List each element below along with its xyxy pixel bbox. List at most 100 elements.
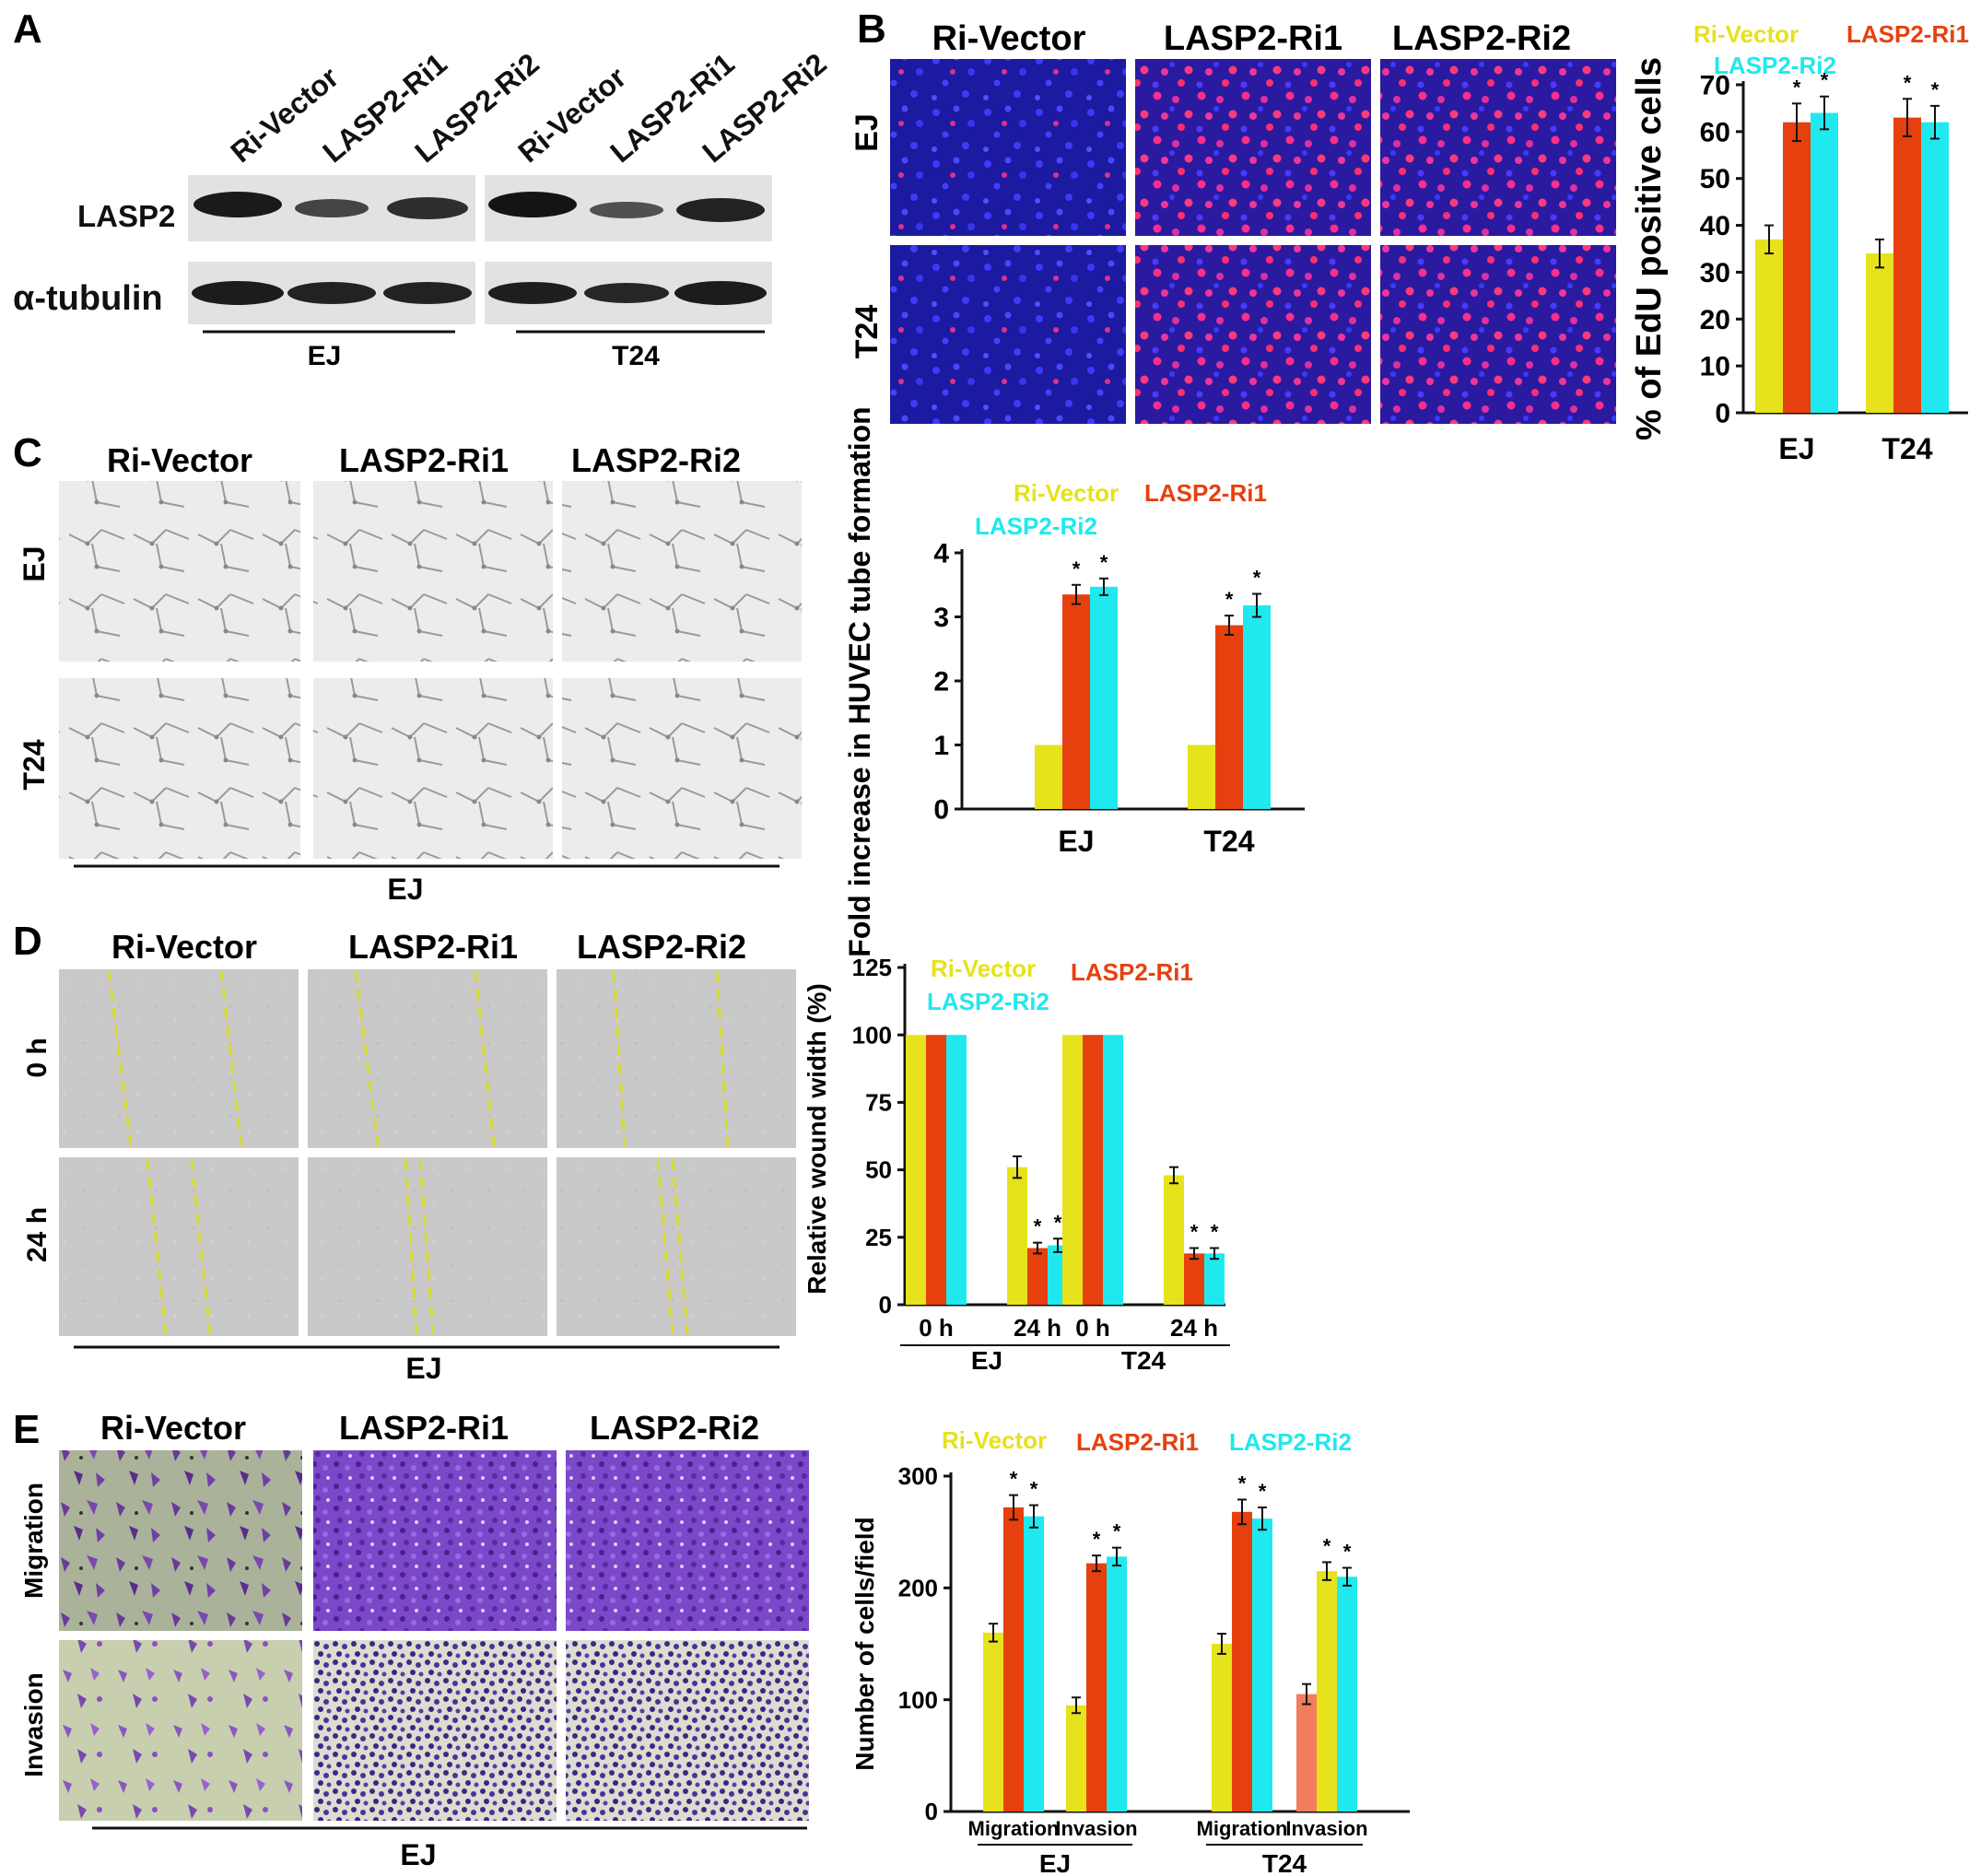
- row-label: EJ: [850, 113, 885, 152]
- row-label: T24: [18, 739, 51, 790]
- y-tick-label: 50: [1700, 164, 1730, 194]
- wound-edge-lines: [107, 970, 730, 1335]
- bar: [1083, 1035, 1103, 1305]
- blot-group-label: EJ: [308, 341, 342, 371]
- bar: [1215, 625, 1243, 809]
- bar: [1035, 745, 1062, 809]
- bar: [906, 1035, 926, 1305]
- wound-image: [308, 969, 547, 1148]
- significance-marker: *: [1093, 1528, 1101, 1551]
- edu-image: [1135, 59, 1371, 236]
- category-label: 24 h: [1170, 1314, 1218, 1342]
- legend-entry: LASP2-Ri2: [1714, 52, 1836, 79]
- blot-band: [387, 197, 468, 219]
- bar: [1066, 1705, 1086, 1812]
- blot-band: [193, 192, 282, 217]
- bar: [926, 1035, 946, 1305]
- row-label: T24: [850, 305, 885, 359]
- edu-image: [1380, 59, 1616, 236]
- transwell-image: [59, 1640, 302, 1821]
- chart-cells-per-field: Ri-Vector LASP2-Ri1 LASP2-Ri2 0 100 200 300 Num…: [850, 1426, 1410, 1876]
- bar: [1755, 239, 1783, 413]
- category-label: 0 h: [919, 1314, 954, 1342]
- column-label: Ri-Vector: [100, 1409, 246, 1447]
- bar: [1188, 745, 1215, 809]
- legend-entry: LASP2-Ri2: [975, 512, 1097, 540]
- blot-band: [584, 283, 669, 303]
- category-label: 24 h: [1014, 1314, 1061, 1342]
- legend-entry: LASP2-Ri2: [1229, 1428, 1352, 1456]
- significance-marker: *: [1010, 1468, 1018, 1491]
- y-tick-label: 50: [865, 1156, 892, 1184]
- category-label: Invasion: [1055, 1817, 1137, 1840]
- y-tick-label: 75: [865, 1089, 892, 1117]
- panel-letter-e: E: [13, 1407, 40, 1452]
- edu-image: [1135, 245, 1371, 424]
- significance-marker: *: [1931, 78, 1940, 101]
- bar: [1024, 1516, 1044, 1812]
- y-tick-label: 40: [1700, 211, 1730, 241]
- y-tick-label: 30: [1700, 258, 1730, 288]
- significance-marker: *: [1225, 588, 1234, 611]
- y-tick-label: 1: [933, 731, 949, 761]
- chart-edu-positive: Ri-Vector LASP2-Ri1 LASP2-Ri2 0 10 20 30 40 50 60…: [1630, 20, 1969, 465]
- category-label: Invasion: [1285, 1817, 1367, 1840]
- bar: [1164, 1175, 1184, 1305]
- column-label: Ri-Vector: [932, 19, 1086, 58]
- group-label: EJ: [387, 873, 423, 906]
- panel-letter-b: B: [857, 6, 886, 52]
- bar: [1027, 1248, 1048, 1305]
- significance-marker: *: [1030, 1478, 1038, 1501]
- bar: [1107, 1556, 1127, 1812]
- row-label: 24 h: [22, 1207, 53, 1262]
- tube-image: [313, 678, 553, 859]
- blot-group-label: T24: [612, 341, 660, 371]
- group-label: EJ: [405, 1352, 441, 1385]
- legend-entry: Ri-Vector: [942, 1426, 1047, 1454]
- significance-marker: *: [1238, 1471, 1247, 1495]
- column-label: LASP2-Ri2: [590, 1409, 759, 1447]
- bar: [983, 1632, 1003, 1812]
- column-label: LASP2-Ri1: [339, 1409, 509, 1447]
- bar: [1007, 1167, 1027, 1305]
- chart-wound-width: Ri-Vector LASP2-Ri1 LASP2-Ri2 0 25 50 75 100 125…: [803, 954, 1230, 1375]
- significance-marker: *: [1113, 1520, 1121, 1543]
- bar: [1204, 1253, 1225, 1305]
- significance-marker: *: [1821, 69, 1829, 92]
- tube-image: [59, 481, 300, 662]
- significance-marker: *: [1323, 1534, 1331, 1557]
- significance-marker: *: [1904, 71, 1912, 94]
- bar: [1103, 1035, 1123, 1305]
- significance-marker: *: [1343, 1540, 1352, 1563]
- y-tick-label: 100: [852, 1021, 892, 1049]
- category-label: T24: [1881, 432, 1932, 465]
- bar: [1184, 1253, 1204, 1305]
- bar: [1252, 1518, 1272, 1812]
- blot-band: [676, 198, 765, 222]
- transwell-image: [59, 1450, 302, 1631]
- tube-image: [562, 678, 802, 859]
- edu-image: [890, 59, 1126, 236]
- category-label: Migration: [968, 1817, 1060, 1840]
- legend-entry: LASP2-Ri1: [1846, 20, 1969, 48]
- bar: [1811, 112, 1838, 413]
- blot-band: [287, 282, 376, 304]
- panel-b: B Ri-Vector LASP2-Ri1 LASP2-Ri2 EJ T24: [850, 6, 1616, 424]
- category-label: EJ: [1058, 825, 1094, 858]
- wound-image: [557, 969, 796, 1148]
- row-label: 0 h: [22, 1038, 53, 1077]
- wound-image: [557, 1157, 796, 1336]
- y-tick-label: 70: [1700, 71, 1730, 101]
- y-tick-label: 4: [933, 539, 949, 569]
- significance-marker: *: [1793, 76, 1801, 99]
- y-tick-label: 0: [933, 795, 949, 826]
- edu-image: [890, 245, 1126, 424]
- blot-band: [488, 192, 577, 217]
- blot-band: [295, 199, 369, 217]
- significance-marker: *: [1073, 557, 1081, 580]
- y-axis-label: Relative wound width (%): [803, 983, 831, 1295]
- panel-letter-c: C: [13, 430, 42, 475]
- transwell-image: [313, 1640, 557, 1821]
- panel-c: C Ri-Vector LASP2-Ri1 LASP2-Ri2 EJ T24 E…: [13, 430, 802, 906]
